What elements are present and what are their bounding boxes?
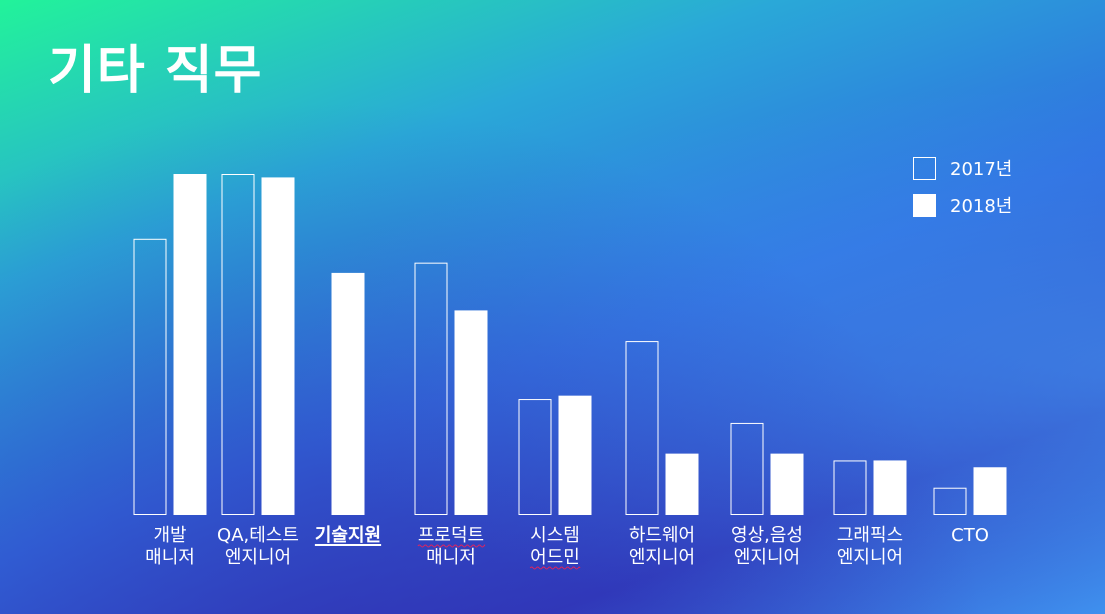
bar-2017-cat-7 (833, 460, 867, 516)
tick-label-cat-4-line0: 시스템 (530, 525, 580, 546)
bar-2018-cat-5 (665, 453, 699, 515)
bar-2017-cat-8 (933, 487, 967, 516)
bar-2017-cat-6 (730, 422, 764, 515)
tick-label-cat-1-line1: 엔지니어 (225, 547, 291, 568)
legend-label-2017: 2017년 (950, 159, 1013, 180)
bar-2017-cat-0 (133, 238, 167, 515)
bar-2017-cat-5 (625, 341, 659, 515)
bar-2018-cat-6 (770, 453, 804, 515)
tick-label-cat-4-line1: 어드민 (530, 547, 580, 568)
tick-label-cat-2-line0: 기술지원 (315, 525, 381, 546)
bar-2018-cat-8 (973, 467, 1007, 515)
legend-item-2018: 2018년 (913, 192, 1012, 218)
tick-label-cat-6-line1: 엔지니어 (734, 547, 800, 568)
tick-label-cat-3-line0: 프로덕트 (418, 525, 484, 546)
legend-item-2017: 2017년 (913, 155, 1012, 181)
tick-label-cat-5-line1: 엔지니어 (629, 547, 695, 568)
legend-swatch-2017 (913, 156, 936, 180)
legend-swatch-2018 (913, 193, 936, 217)
legend: 2017년 2018년 (913, 155, 1012, 229)
bar-2018-cat-1 (261, 177, 295, 515)
bar-2018-cat-3 (454, 310, 488, 515)
tick-label-cat-1-line0: QA,테스트 (217, 525, 299, 546)
bar-2018-cat-0 (173, 174, 207, 515)
tick-label-cat-8-line0: CTO (951, 525, 989, 546)
tick-label-cat-7-line0: 그래픽스 (837, 525, 903, 546)
spellcheck-underline-cat-3 (417, 544, 486, 548)
tick-label-cat-7-line1: 엔지니어 (837, 547, 903, 568)
page-title: 기타 직무 (48, 41, 263, 101)
tick-label-cat-3-line1: 매니저 (426, 547, 476, 568)
bar-2017-cat-3 (414, 262, 448, 515)
bar-2018-cat-7 (873, 460, 907, 515)
bar-2018-cat-4 (558, 395, 592, 515)
bar-2018-cat-2 (331, 272, 365, 515)
spellcheck-underline-cat-4 (529, 566, 581, 570)
legend-label-2018: 2018년 (950, 196, 1013, 217)
tick-label-cat-5-line0: 하드웨어 (629, 525, 695, 546)
tick-label-cat-0-line1: 매니저 (145, 547, 195, 568)
bar-2017-cat-1 (221, 174, 255, 515)
tick-label-cat-0-line0: 개발 (153, 525, 186, 546)
tick-label-cat-6-line0: 영상,음성 (731, 525, 803, 546)
bar-2017-cat-4 (518, 399, 552, 515)
